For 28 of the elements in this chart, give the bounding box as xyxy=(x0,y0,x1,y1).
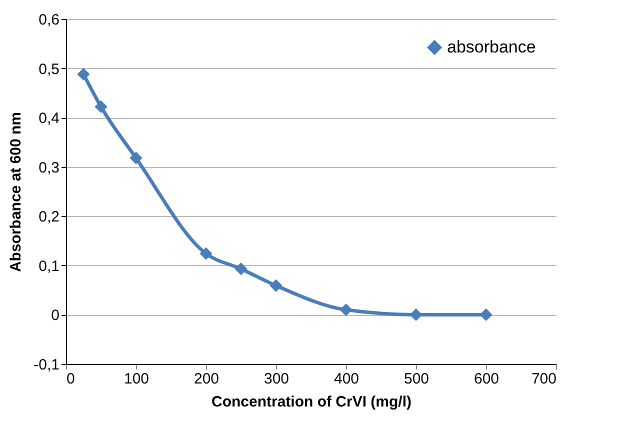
point xyxy=(130,152,142,164)
y-axis-title: Absorbance at 600 nm xyxy=(8,112,25,272)
x-tick-label: 100 xyxy=(124,370,150,388)
x-tick-label: 400 xyxy=(334,370,360,388)
y-tick-label: 0,3 xyxy=(38,159,60,176)
x-tick-label: 600 xyxy=(474,370,500,388)
point xyxy=(410,308,422,322)
y-tick-label: -0,1 xyxy=(34,356,60,374)
point xyxy=(200,247,212,260)
point xyxy=(480,308,492,322)
point xyxy=(234,262,248,276)
y-tick-label: 0,4 xyxy=(38,110,60,128)
legend-label: absorbance xyxy=(447,38,536,56)
y-tick-label: 0,6 xyxy=(38,12,60,28)
y-tick-label: 0,5 xyxy=(38,60,60,78)
y-tick-label: 0,1 xyxy=(38,258,60,275)
point xyxy=(77,68,90,81)
point xyxy=(270,279,282,292)
x-axis-title: Concentration of CrVI (mg/l) xyxy=(212,394,412,410)
x-tick-label: 300 xyxy=(264,370,290,388)
x-tick-label: 700 xyxy=(531,370,556,388)
y-tick-label: 0 xyxy=(51,307,60,324)
x-tick-label: 500 xyxy=(404,370,430,388)
point xyxy=(340,303,352,316)
x-tick-label: 200 xyxy=(194,370,220,388)
y-tick-label: 0,2 xyxy=(38,208,60,226)
x-tick-label: 0 xyxy=(66,370,75,388)
point xyxy=(94,100,108,114)
